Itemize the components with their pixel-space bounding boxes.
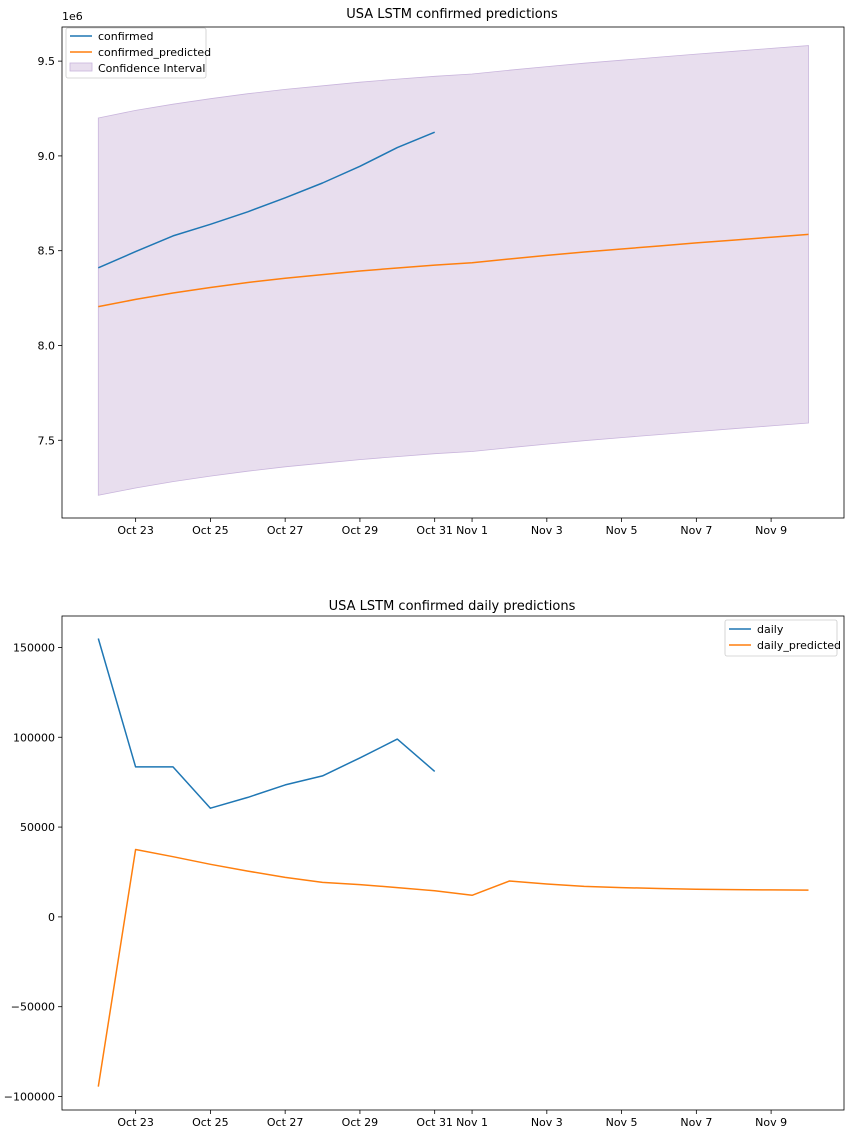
y-tick-label: 7.5 xyxy=(38,434,56,447)
chart1-plot-frame xyxy=(61,26,845,519)
y-tick-label: −50000 xyxy=(11,1001,55,1014)
y-tick-label: 100000 xyxy=(13,731,55,744)
confidence-interval-area xyxy=(97,45,809,496)
x-tick-label: Nov 7 xyxy=(680,1116,712,1129)
chart2-x-axis-ticks: Oct 23 Oct 25 Oct 27 Oct 29 Oct 31 Nov 1 Nov 3… xyxy=(117,1110,787,1129)
legend-daily-predicted-label: daily_predicted xyxy=(757,639,841,652)
chart1-y-axis-ticks: 7.5 8.0 8.5 9.0 9.5 xyxy=(38,55,62,447)
chart1-title: USA LSTM confirmed predictions xyxy=(346,7,558,22)
x-tick-label: Oct 31 xyxy=(416,524,453,537)
x-tick-label: Nov 9 xyxy=(755,524,787,537)
x-tick-label: Oct 25 xyxy=(192,524,229,537)
x-tick-label: Nov 9 xyxy=(755,1116,787,1129)
x-tick-label: Oct 29 xyxy=(342,1116,379,1129)
chart1-legend-box xyxy=(65,27,207,79)
legend-daily-label: daily xyxy=(757,623,784,636)
x-tick-label: Nov 7 xyxy=(680,524,712,537)
y-tick-label: 9.0 xyxy=(38,150,56,163)
x-tick-label: Nov 1 xyxy=(456,524,488,537)
x-tick-label: Oct 27 xyxy=(267,524,304,537)
chart1-legend: confirmed confirmed_predicted Confidence… xyxy=(65,27,211,79)
x-tick-label: Nov 5 xyxy=(606,1116,638,1129)
series-line-confirmed xyxy=(98,131,435,269)
y-tick-label: 50000 xyxy=(20,821,55,834)
x-tick-label: Nov 1 xyxy=(456,1116,488,1129)
legend-confirmed-predicted-label: confirmed_predicted xyxy=(98,46,211,59)
x-tick-label: Oct 29 xyxy=(342,524,379,537)
daily-predictions-chart: USA LSTM confirmed daily predictions Oct… xyxy=(4,599,845,1129)
y-tick-label: 9.5 xyxy=(38,55,56,68)
x-tick-label: Oct 25 xyxy=(192,1116,229,1129)
y-tick-label: 150000 xyxy=(13,641,55,654)
y-tick-label: 8.0 xyxy=(38,339,56,352)
chart2-plot-frame xyxy=(61,615,845,1111)
x-tick-label: Nov 5 xyxy=(606,524,638,537)
chart1-y-offset-label: 1e6 xyxy=(62,10,83,23)
chart2-legend-box xyxy=(724,619,838,657)
chart2-title: USA LSTM confirmed daily predictions xyxy=(329,599,576,614)
chart1-series xyxy=(98,131,809,308)
chart2-y-axis-ticks: −100000 −50000 0 50000 100000 150000 xyxy=(4,641,62,1104)
y-tick-label: 0 xyxy=(48,911,55,924)
x-tick-label: Nov 3 xyxy=(531,1116,563,1129)
chart2-legend: daily daily_predicted xyxy=(724,619,841,657)
series-line-confirmed-predicted xyxy=(98,233,809,308)
legend-confirmed-label: confirmed xyxy=(98,30,153,43)
legend-confidence-interval-swatch xyxy=(69,62,93,72)
chart1-x-axis-ticks: Oct 23 Oct 25 Oct 27 Oct 29 Oct 31 Nov 1 Nov 3… xyxy=(117,518,787,537)
x-tick-label: Oct 27 xyxy=(267,1116,304,1129)
series-line-daily-predicted xyxy=(97,848,809,1087)
x-tick-label: Oct 23 xyxy=(117,524,154,537)
series-line-daily xyxy=(97,638,436,809)
y-tick-label: 8.5 xyxy=(38,245,56,258)
legend-confidence-interval-label: Confidence Interval xyxy=(98,62,205,75)
x-tick-label: Nov 3 xyxy=(531,524,563,537)
chart2-series xyxy=(97,638,809,1087)
y-tick-label: −100000 xyxy=(4,1091,55,1104)
x-tick-label: Oct 23 xyxy=(117,1116,154,1129)
x-tick-label: Oct 31 xyxy=(416,1116,453,1129)
confirmed-predictions-chart: USA LSTM confirmed predictions 1e6 Oct 2… xyxy=(38,7,845,537)
confidence-interval-band xyxy=(97,45,809,496)
